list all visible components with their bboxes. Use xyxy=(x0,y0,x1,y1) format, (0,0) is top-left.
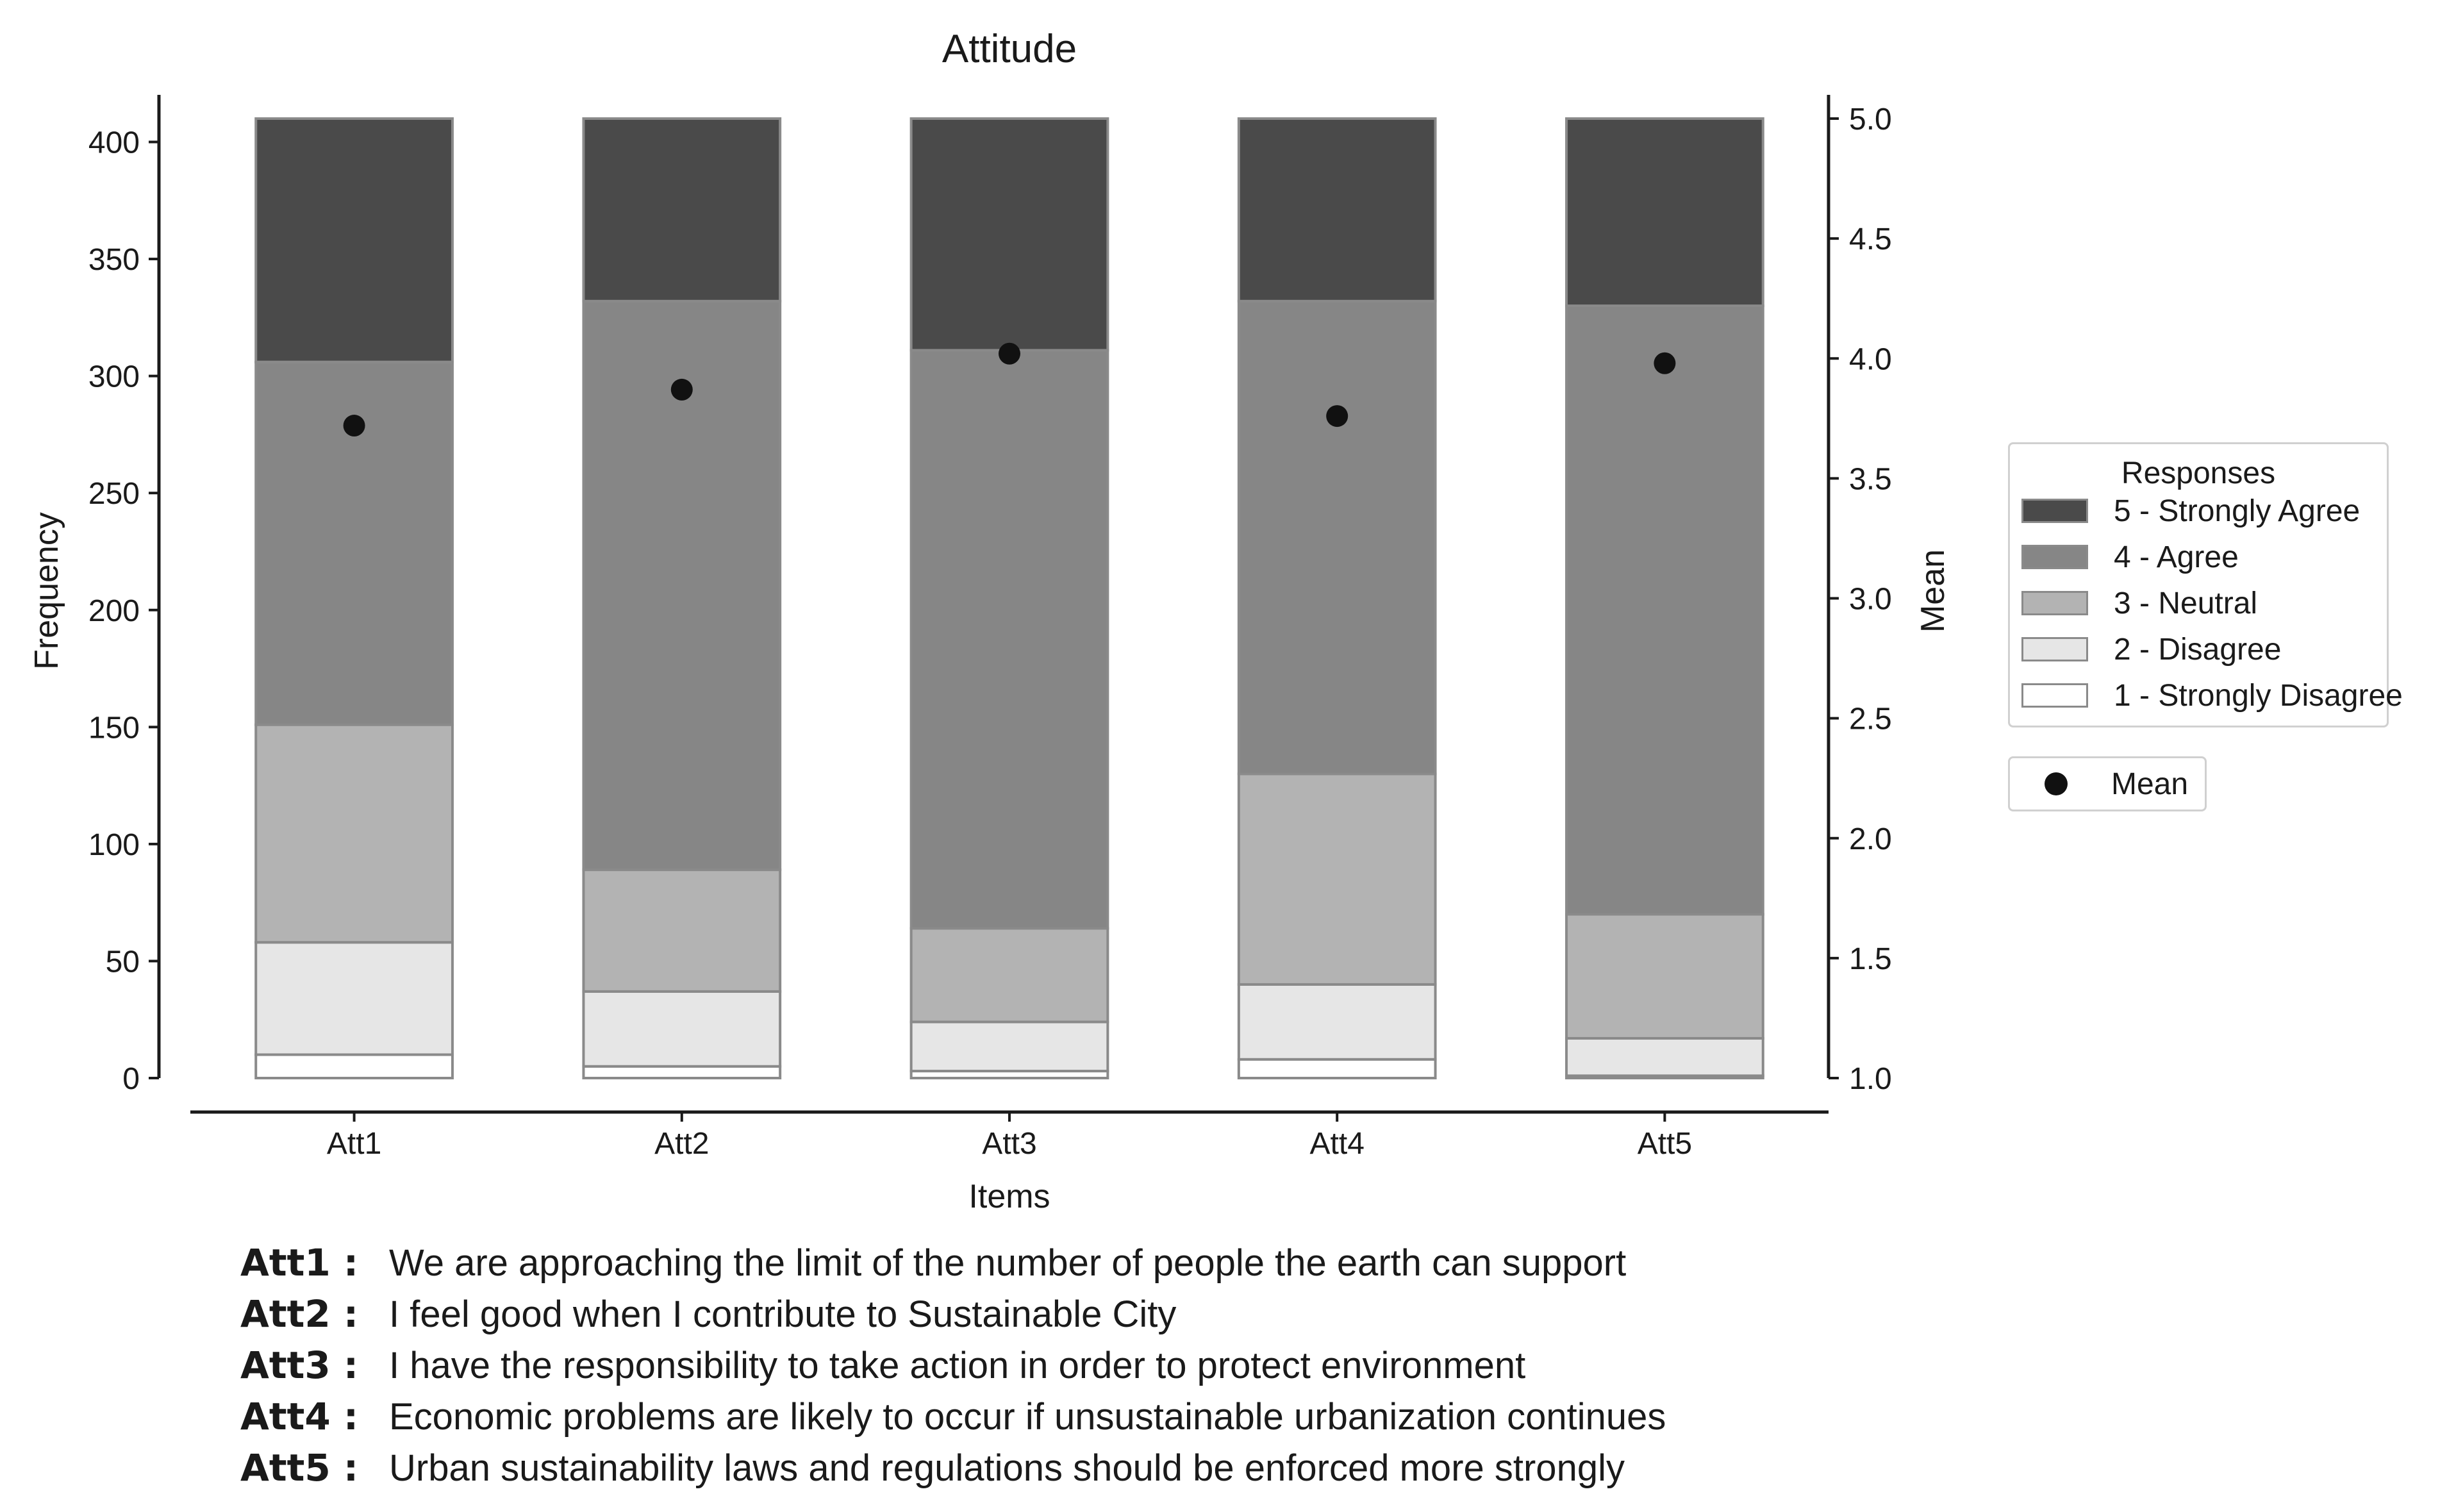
bars xyxy=(254,117,1764,1080)
y2-tick-label: 4.0 xyxy=(1849,342,1892,376)
bar-segment xyxy=(909,927,1109,1024)
bar-segment xyxy=(582,1065,782,1079)
mean-point xyxy=(343,415,365,437)
item-text: Urban sustainability laws and regulation… xyxy=(389,1447,1625,1489)
mean-legend: Mean xyxy=(2008,756,2207,811)
legend-label: 1 - Strongly Disagree xyxy=(2114,678,2403,713)
bar-segment xyxy=(1237,117,1437,303)
item-text: I have the responsibility to take action… xyxy=(389,1344,1526,1386)
bar-segment xyxy=(909,1020,1109,1073)
y-axis-label: Frequency xyxy=(28,512,65,670)
x-axis-label: Items xyxy=(968,1178,1050,1215)
legend-swatch xyxy=(2021,499,2088,523)
y2-tick-label: 1.0 xyxy=(1849,1062,1892,1096)
y2-tick-label: 2.5 xyxy=(1849,702,1892,736)
y-tick-label: 50 xyxy=(106,945,140,979)
chart-title: Attitude xyxy=(942,27,1077,71)
bar-segment xyxy=(254,1053,454,1079)
item-code: Att3 : xyxy=(240,1343,359,1387)
item-code: Att2 : xyxy=(240,1292,359,1336)
responses-legend: Responses 5 - Strongly Agree 4 - Agree 3… xyxy=(2008,442,2403,727)
item-text: We are approaching the limit of the numb… xyxy=(389,1242,1627,1284)
y2-axis-label: Mean xyxy=(1914,549,1952,633)
bar-segment xyxy=(1565,1036,1764,1077)
mean-point xyxy=(670,378,693,401)
y-tick-label: 400 xyxy=(88,126,140,160)
legend-swatch xyxy=(2021,683,2088,708)
y-tick-label: 150 xyxy=(88,711,140,745)
mean-point xyxy=(1654,352,1676,374)
legend-label: 4 - Agree xyxy=(2114,540,2239,574)
y2-tick-label: 3.0 xyxy=(1849,583,1892,617)
legend-title: Responses xyxy=(2121,456,2276,490)
bar-segment xyxy=(1237,983,1437,1061)
item-code: Att1 : xyxy=(240,1241,359,1284)
mean-points xyxy=(343,342,1676,437)
bar-segment xyxy=(254,723,454,944)
y-tick-label: 200 xyxy=(88,594,140,628)
x-tick-label: Att5 xyxy=(1638,1127,1692,1161)
legend-item-disagree: 2 - Disagree xyxy=(2021,630,2281,669)
mean-point xyxy=(1326,405,1348,428)
item-code: Att5 : xyxy=(240,1446,359,1490)
bar-segment xyxy=(909,349,1109,930)
bar-segment xyxy=(1237,1058,1437,1080)
mean-legend-label: Mean xyxy=(2111,767,2189,801)
bar-segment xyxy=(582,868,782,993)
x-tick-label: Att4 xyxy=(1310,1127,1365,1161)
item-description-row: Att4 : Economic problems are likely to o… xyxy=(240,1391,1666,1442)
y-tick-label: 350 xyxy=(88,243,140,277)
legend-label: 3 - Neutral xyxy=(2114,586,2258,620)
item-description-row: Att2 : I feel good when I contribute to … xyxy=(240,1288,1666,1340)
y-ticks-right: 1.0 1.5 2.0 2.5 3.0 3.5 4.0 4.5 5.0 xyxy=(1829,103,1892,1096)
mean-point xyxy=(999,342,1020,365)
bar-segment xyxy=(1565,117,1764,308)
x-ticks: Att1 Att2 Att3 Att4 Att5 xyxy=(327,1112,1692,1161)
y-tick-label: 0 xyxy=(122,1062,140,1096)
legend-item-strongly-agree: 5 - Strongly Agree xyxy=(2021,492,2360,530)
legend-label: 5 - Strongly Agree xyxy=(2114,494,2361,528)
bar-segment xyxy=(582,117,782,303)
legend-label: 2 - Disagree xyxy=(2114,632,2282,667)
bar-segment xyxy=(1237,299,1437,776)
x-tick-label: Att2 xyxy=(654,1127,709,1161)
item-descriptions: Att1 : We are approaching the limit of t… xyxy=(240,1237,1666,1493)
y2-tick-label: 1.5 xyxy=(1849,942,1892,976)
bar-segment xyxy=(582,990,782,1068)
item-description-row: Att3 : I have the responsibility to take… xyxy=(240,1340,1666,1391)
item-description-row: Att5 : Urban sustainability laws and reg… xyxy=(240,1442,1666,1493)
item-description-row: Att1 : We are approaching the limit of t… xyxy=(240,1237,1666,1288)
bar-segment xyxy=(254,941,454,1056)
y-ticks-left: 0 50 100 150 200 250 300 350 400 xyxy=(88,126,159,1096)
stacked-bar-chart: Attitude 0 50 100 150 200 250 300 350 400 1.0 1.5… xyxy=(28,27,1952,1215)
bar-segment xyxy=(1565,913,1764,1040)
x-tick-label: Att1 xyxy=(327,1127,381,1161)
item-code: Att4 : xyxy=(240,1395,359,1438)
bar-segment xyxy=(909,117,1109,352)
item-text: I feel good when I contribute to Sustain… xyxy=(389,1293,1177,1335)
bar-segment xyxy=(1565,304,1764,916)
y-tick-label: 250 xyxy=(88,477,140,511)
legend-item-neutral: 3 - Neutral xyxy=(2021,584,2257,622)
legend-swatch xyxy=(2021,545,2088,569)
legend-item-strongly-disagree: 1 - Strongly Disagree xyxy=(2021,676,2403,715)
y2-tick-label: 5.0 xyxy=(1849,103,1892,137)
y2-tick-label: 3.5 xyxy=(1849,462,1892,496)
bar-segment xyxy=(254,117,454,363)
x-tick-label: Att3 xyxy=(982,1127,1036,1161)
legend-swatch xyxy=(2021,637,2088,661)
legend-swatch xyxy=(2021,591,2088,615)
y-tick-label: 300 xyxy=(88,360,140,394)
legend-item-agree: 4 - Agree xyxy=(2021,538,2239,576)
bar-segment xyxy=(1237,772,1437,986)
mean-marker-icon xyxy=(2045,772,2068,795)
y2-tick-label: 4.5 xyxy=(1849,222,1892,256)
y-tick-label: 100 xyxy=(88,828,140,862)
y2-tick-label: 2.0 xyxy=(1849,822,1892,856)
item-text: Economic problems are likely to occur if… xyxy=(389,1395,1666,1438)
